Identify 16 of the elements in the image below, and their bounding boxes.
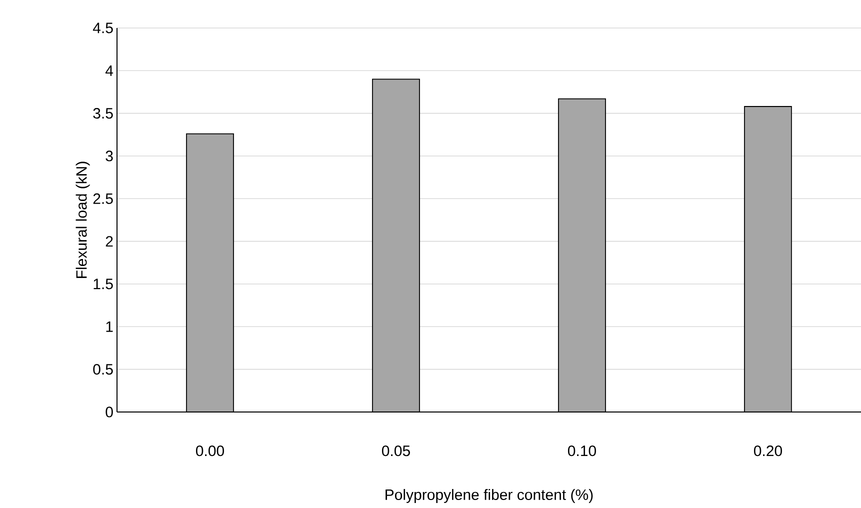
y-tick-label: 2 — [106, 236, 113, 247]
y-tick-label: 0 — [106, 406, 113, 418]
y-tick-label: 4 — [105, 66, 114, 76]
x-tick-label: 0.20 — [754, 446, 782, 456]
x-axis-title: Polypropylene fiber content (%) — [386, 489, 593, 503]
y-tick-label: 1.5 — [94, 278, 113, 290]
x-tick-label: 0.10 — [568, 446, 596, 456]
x-tick-label: 0.00 — [196, 446, 224, 456]
x-tick-label: 0.05 — [382, 446, 410, 456]
y-tick-label: 2.5 — [93, 193, 113, 204]
y-axis-title: Flexural load (kN) — [76, 162, 90, 278]
y-tick-label: 3.5 — [93, 108, 113, 119]
y-tick-label: 1 — [106, 321, 113, 332]
y-tick-label: 0.5 — [93, 364, 113, 375]
y-tick-label: 3 — [106, 150, 113, 162]
y-tick-label: 4.5 — [92, 22, 113, 34]
